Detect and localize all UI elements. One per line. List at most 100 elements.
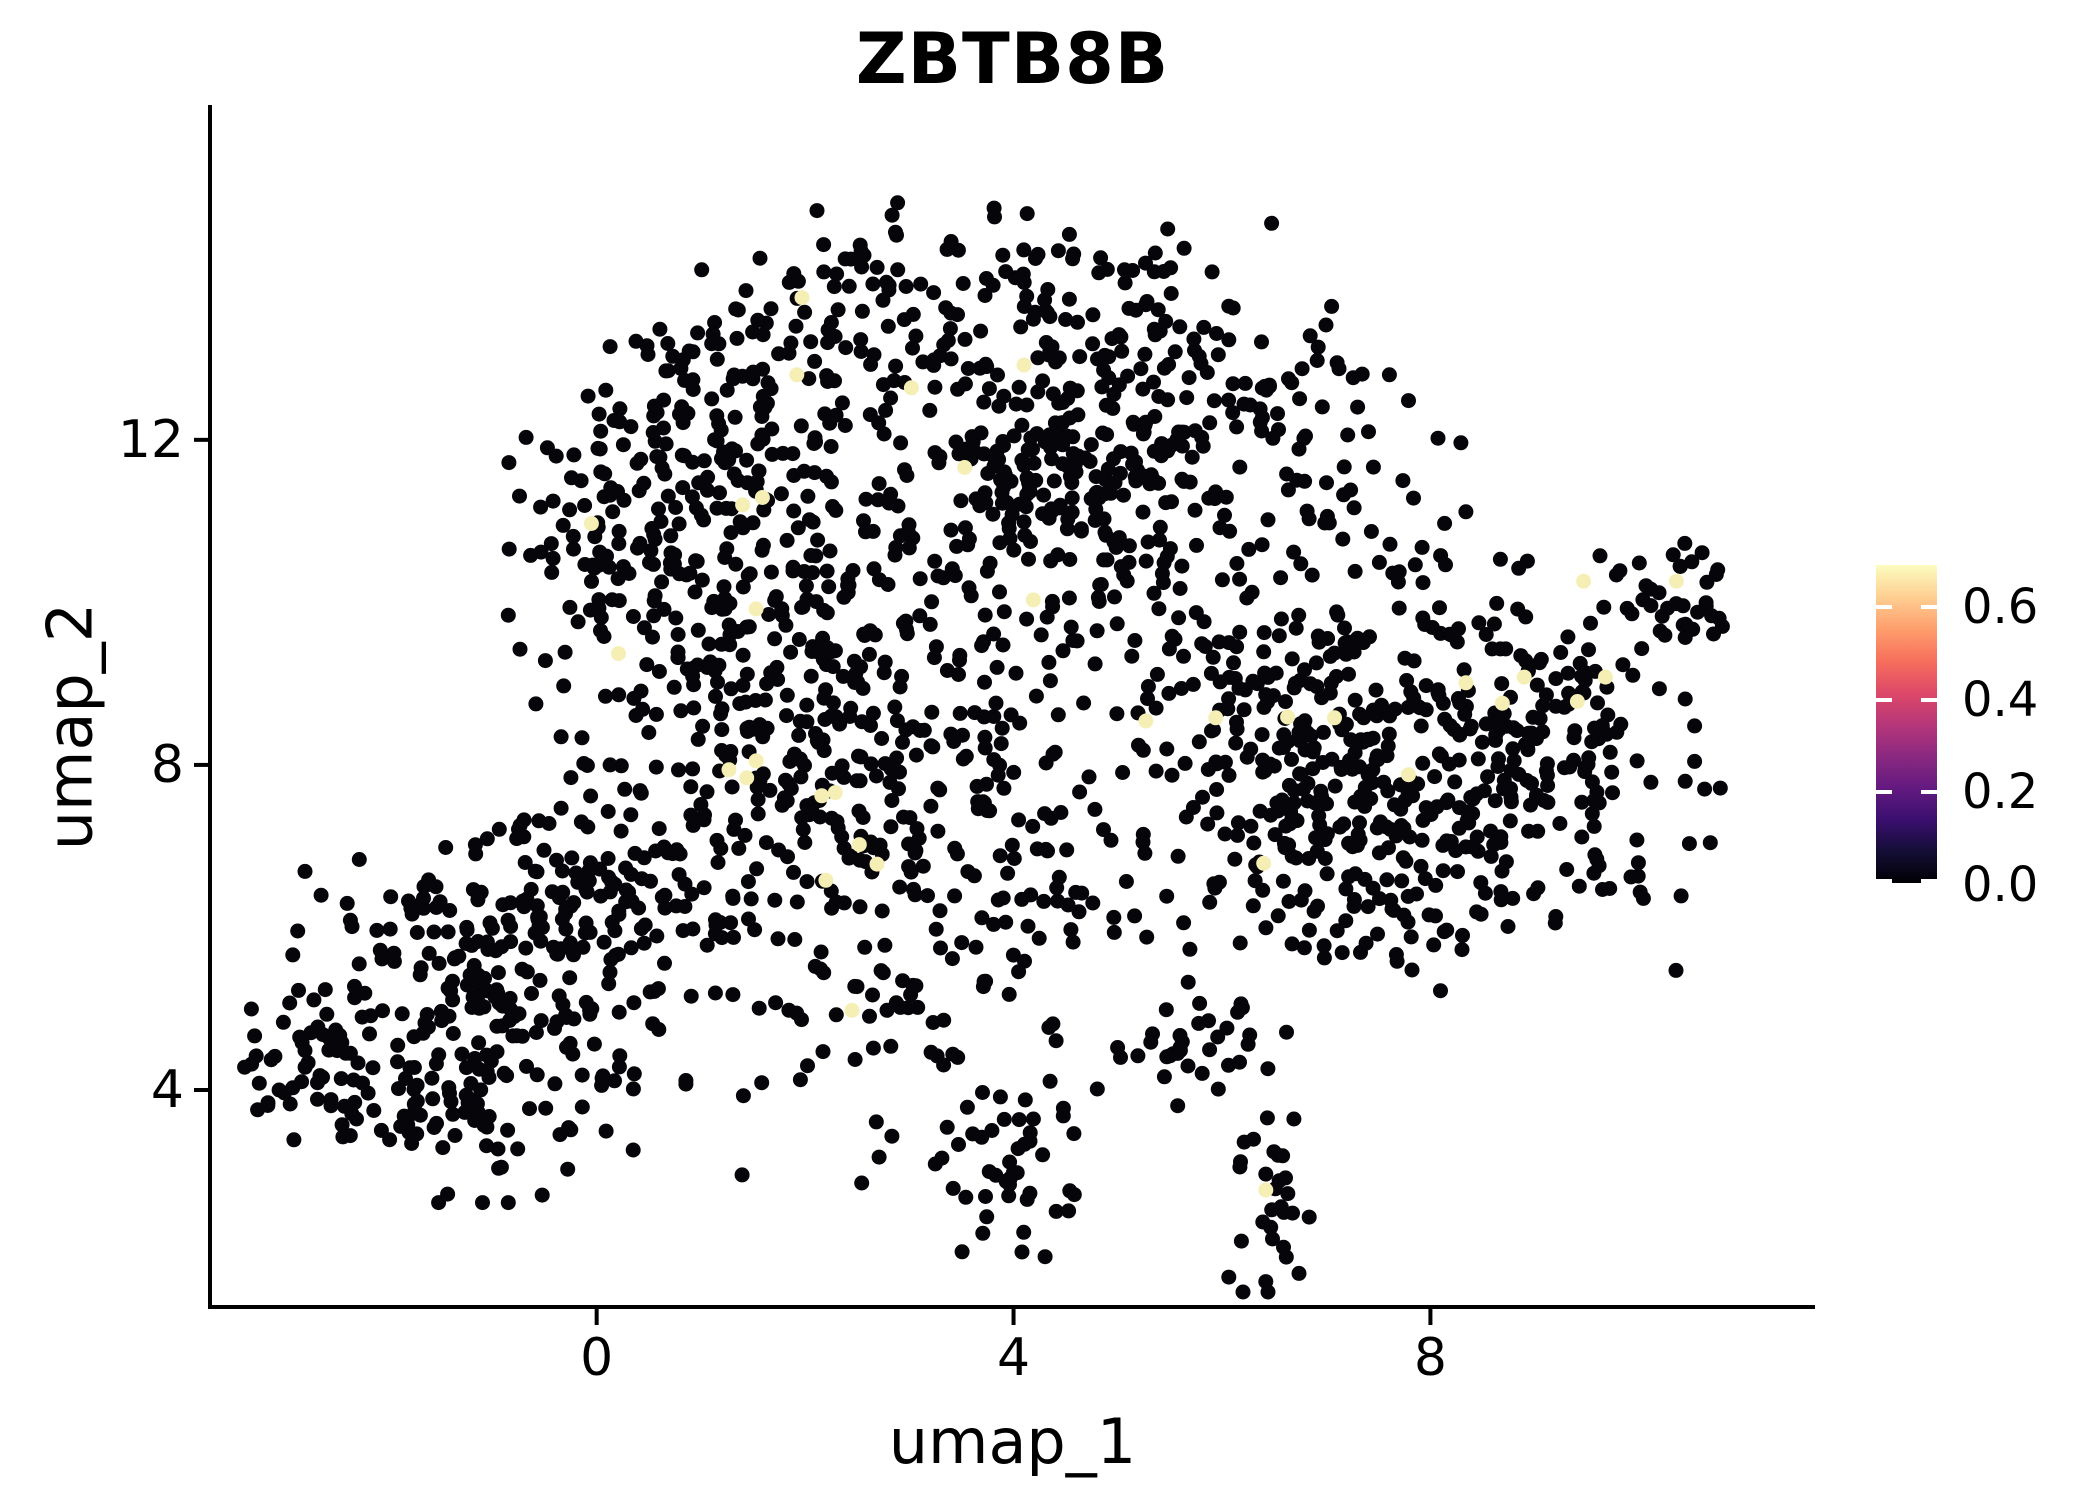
data-point [323, 1098, 339, 1114]
data-point [1031, 930, 1047, 946]
data-point [1574, 829, 1590, 845]
data-point [528, 696, 544, 712]
data-point [875, 377, 891, 393]
data-point [789, 1005, 805, 1021]
data-point [1040, 282, 1056, 297]
data-point [1654, 608, 1670, 624]
data-point [519, 1058, 534, 1074]
data-point [834, 395, 850, 411]
data-point [1484, 641, 1500, 657]
data-point [421, 945, 437, 961]
data-point [884, 207, 900, 223]
data-point [1196, 614, 1212, 630]
data-point [796, 463, 812, 479]
data-point [1017, 953, 1032, 969]
data-point [646, 593, 662, 609]
data-point [1014, 891, 1030, 907]
data-point [869, 259, 885, 275]
data-point [651, 664, 667, 679]
data-point [940, 333, 956, 348]
data-point [927, 379, 943, 395]
data-point [517, 855, 533, 870]
data-point [707, 315, 723, 330]
data-point [1148, 763, 1164, 779]
expression-data-point [1256, 855, 1272, 871]
data-point [857, 939, 873, 955]
data-point [536, 842, 552, 858]
data-point [1443, 834, 1459, 849]
data-point [1220, 701, 1236, 717]
data-point [1395, 850, 1411, 866]
data-point [633, 921, 649, 937]
data-point [465, 989, 481, 1005]
data-point [1345, 370, 1361, 386]
data-point [310, 1019, 326, 1035]
data-point [752, 772, 768, 788]
data-point [458, 1087, 474, 1103]
data-point [1059, 842, 1075, 858]
data-point [1176, 915, 1192, 931]
data-point [685, 921, 701, 937]
data-point [808, 726, 823, 741]
data-point [1311, 808, 1327, 824]
data-point [724, 779, 740, 795]
data-point [867, 627, 883, 643]
data-point [581, 873, 597, 889]
data-point [900, 524, 916, 540]
data-point [618, 882, 634, 898]
data-point [409, 925, 425, 940]
data-point [1488, 732, 1503, 748]
data-point [943, 234, 959, 249]
data-point [579, 758, 595, 773]
data-point [849, 979, 865, 995]
expression-data-point [1208, 710, 1224, 726]
data-point [604, 914, 620, 930]
data-point [1030, 246, 1046, 262]
data-point [1065, 934, 1081, 950]
data-point [1137, 346, 1153, 362]
data-point [1284, 936, 1300, 952]
data-point [798, 578, 814, 594]
y-axis-label: umap_2 [33, 602, 107, 851]
data-point [960, 361, 976, 376]
data-point [1586, 818, 1602, 834]
data-point [1062, 1183, 1078, 1199]
data-point [1232, 1054, 1247, 1070]
data-point [1018, 499, 1034, 515]
data-point [545, 493, 561, 509]
data-point [1256, 644, 1272, 660]
data-point [1015, 266, 1031, 282]
data-point [1170, 848, 1186, 864]
data-point [788, 318, 804, 334]
data-point [810, 532, 826, 548]
data-point [1136, 424, 1152, 440]
data-point [982, 555, 998, 571]
data-point [1403, 684, 1419, 700]
data-point [883, 761, 899, 777]
data-point [382, 921, 398, 937]
data-point [1265, 1231, 1280, 1247]
data-point [709, 832, 725, 848]
data-point [593, 888, 609, 904]
data-point [949, 538, 965, 554]
data-point [1350, 630, 1365, 646]
expression-data-point [1668, 573, 1684, 589]
data-point [1070, 448, 1086, 464]
scatter-points [237, 195, 1730, 1300]
data-point [1044, 593, 1060, 609]
data-point [1327, 778, 1343, 794]
data-point [1152, 532, 1167, 548]
data-point [976, 973, 992, 989]
data-point [562, 970, 578, 986]
data-point [476, 1117, 492, 1133]
data-point [625, 1081, 641, 1097]
data-point [854, 259, 870, 275]
data-point [1196, 319, 1212, 335]
data-point [673, 703, 689, 719]
data-point [683, 375, 699, 391]
data-point [1397, 650, 1413, 666]
data-point [401, 1124, 417, 1140]
data-point [1548, 671, 1564, 687]
data-point [1026, 455, 1042, 471]
data-point [1298, 428, 1313, 444]
